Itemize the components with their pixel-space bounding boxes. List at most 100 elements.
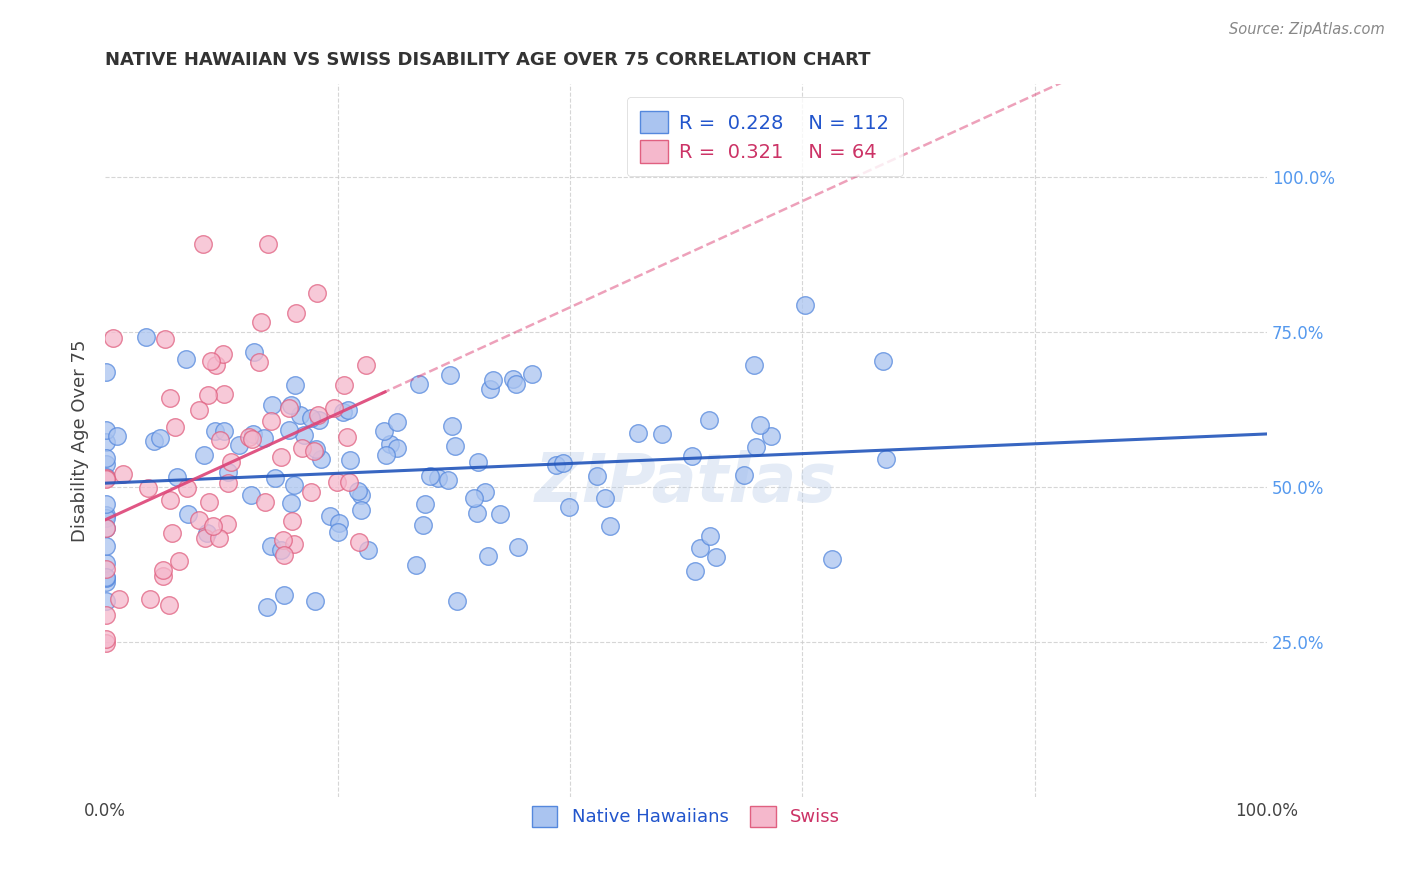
Point: [257, 236, 280, 251]
Point: [135, 330, 157, 344]
Point: [208, 531, 231, 545]
Point: [699, 529, 721, 543]
Point: [748, 417, 770, 432]
Y-axis label: Disability Age Over 75: Disability Age Over 75: [72, 339, 89, 541]
Point: [243, 345, 266, 359]
Point: [212, 387, 235, 401]
Point: [96, 450, 118, 465]
Point: [96, 571, 118, 585]
Point: [165, 420, 187, 434]
Point: [481, 373, 503, 387]
Point: [143, 434, 166, 448]
Point: [187, 513, 209, 527]
Point: [174, 351, 197, 366]
Point: [160, 526, 183, 541]
Point: [96, 556, 118, 570]
Point: [256, 600, 278, 615]
Point: [96, 574, 118, 589]
Point: [446, 594, 468, 608]
Point: [96, 510, 118, 524]
Point: [219, 455, 242, 469]
Point: [697, 413, 720, 427]
Point: [201, 519, 224, 533]
Point: [387, 415, 409, 429]
Point: [188, 403, 211, 417]
Point: [463, 491, 485, 506]
Point: [413, 497, 436, 511]
Point: [440, 418, 463, 433]
Point: [281, 514, 304, 528]
Point: [283, 537, 305, 551]
Point: [477, 549, 499, 564]
Point: [169, 554, 191, 568]
Point: [326, 525, 349, 540]
Point: [136, 481, 159, 495]
Point: [794, 298, 817, 312]
Point: [107, 592, 129, 607]
Point: [273, 588, 295, 602]
Point: [198, 495, 221, 509]
Point: [96, 497, 118, 511]
Point: [240, 432, 263, 446]
Point: [96, 521, 118, 535]
Point: [152, 569, 174, 583]
Point: [96, 469, 118, 483]
Point: [336, 429, 359, 443]
Point: [166, 469, 188, 483]
Point: [323, 401, 346, 416]
Point: [159, 492, 181, 507]
Point: [444, 439, 467, 453]
Point: [96, 632, 118, 647]
Point: [465, 507, 488, 521]
Point: [347, 483, 370, 498]
Point: [436, 473, 458, 487]
Point: [759, 428, 782, 442]
Point: [96, 521, 118, 535]
Point: [378, 436, 401, 450]
Point: [247, 355, 270, 369]
Point: [336, 403, 359, 417]
Point: [149, 431, 172, 445]
Point: [96, 562, 118, 576]
Point: [593, 491, 616, 505]
Point: [299, 485, 322, 500]
Point: [96, 472, 118, 486]
Point: [253, 495, 276, 509]
Point: [704, 550, 727, 565]
Point: [546, 458, 568, 472]
Point: [326, 475, 349, 489]
Point: [96, 594, 118, 608]
Point: [426, 471, 449, 485]
Point: [308, 413, 330, 427]
Point: [520, 368, 543, 382]
Point: [177, 507, 200, 521]
Point: [212, 424, 235, 438]
Point: [419, 469, 441, 483]
Point: [689, 541, 711, 555]
Point: [305, 442, 328, 457]
Point: [191, 236, 214, 251]
Point: [260, 539, 283, 553]
Point: [273, 548, 295, 562]
Point: [139, 591, 162, 606]
Point: [467, 455, 489, 469]
Point: [96, 508, 118, 523]
Point: [328, 516, 350, 531]
Point: [270, 450, 292, 464]
Point: [193, 448, 215, 462]
Point: [742, 358, 765, 372]
Point: [651, 427, 673, 442]
Point: [176, 481, 198, 495]
Point: [96, 471, 118, 485]
Point: [277, 401, 299, 415]
Point: [96, 434, 118, 449]
Point: [217, 475, 239, 490]
Point: [242, 426, 264, 441]
Point: [96, 539, 118, 553]
Point: [551, 456, 574, 470]
Point: [228, 438, 250, 452]
Point: [204, 424, 226, 438]
Point: [96, 366, 118, 380]
Point: [217, 516, 239, 531]
Point: [285, 306, 308, 320]
